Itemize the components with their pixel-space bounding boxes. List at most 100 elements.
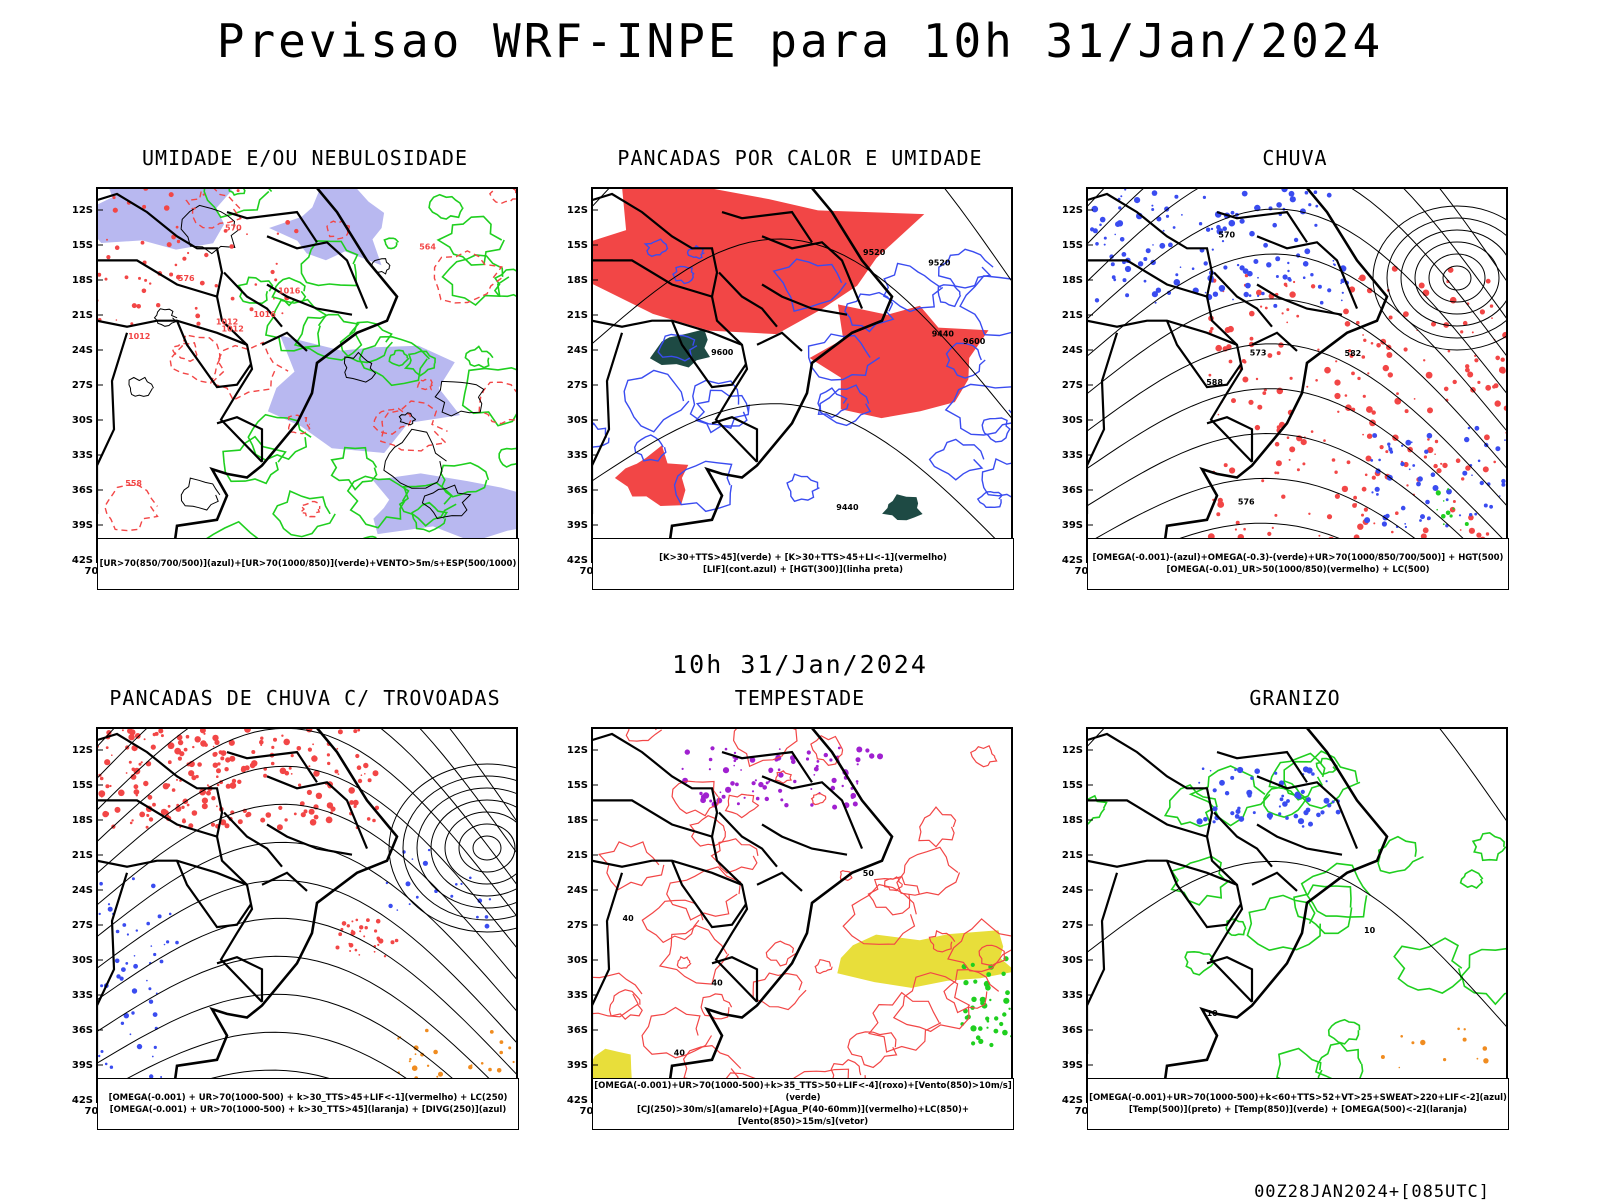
- lat-label: 21S: [1062, 310, 1083, 321]
- temp500-contour: [1087, 728, 1507, 1028]
- political-border: [1165, 860, 1242, 929]
- contour-label: 9440: [836, 503, 859, 512]
- lat-label: 15S: [72, 240, 93, 251]
- political-border: [97, 799, 263, 1003]
- contour-label: 9440: [932, 329, 955, 338]
- storm-cells: [335, 918, 399, 958]
- lat-label: 30S: [72, 415, 93, 426]
- height-contour: [592, 188, 1012, 557]
- lat-label: 36S: [1062, 485, 1083, 496]
- political-border: [175, 320, 252, 389]
- contour-label: 582: [1345, 349, 1362, 358]
- political-border: [266, 823, 353, 856]
- map-panel-3: CHUVA 588 582 576 570 573 12S 15S 18S 21S 24S 27S 30…: [1055, 146, 1535, 628]
- high-pressure-gyre: [388, 763, 517, 933]
- contour-label: 1012: [222, 324, 244, 333]
- lat-label: 18S: [567, 275, 588, 286]
- lat-label: 15S: [567, 780, 588, 791]
- political-border: [1216, 210, 1308, 243]
- lat-label: 24S: [1062, 345, 1083, 356]
- political-border: [1251, 331, 1298, 352]
- political-border: [1087, 319, 1238, 346]
- lat-label: 36S: [72, 485, 93, 496]
- political-border: [1216, 750, 1308, 783]
- lat-label: 21S: [72, 310, 93, 321]
- lat-label: 27S: [72, 380, 93, 391]
- lat-label: 24S: [567, 345, 588, 356]
- map-plot: 1012101210121016101657657056455812S15S18…: [72, 187, 518, 576]
- lat-label: 42S: [567, 555, 588, 566]
- instability-area: [649, 329, 710, 368]
- lat-label: 30S: [1062, 415, 1083, 426]
- political-border: [761, 775, 864, 850]
- map-panel-1: UMIDADE E/OU NEBULOSIDADE 1012 1012 1012 101…: [65, 146, 545, 628]
- panel-title: CHUVA: [1262, 146, 1328, 170]
- contour-label: 1016: [254, 310, 277, 319]
- political-border: [175, 860, 252, 929]
- map-frame: [591, 727, 1013, 1103]
- pressure-contour: [128, 204, 485, 520]
- panel-legend: [OMEGA(-0.001)+UR>70(1000-500)+k>35_TTS>…: [592, 1078, 1014, 1130]
- lat-label: 33S: [1062, 450, 1083, 461]
- lat-label: 39S: [567, 520, 588, 531]
- lat-label: 12S: [567, 205, 588, 216]
- divergence-cells: [385, 848, 492, 929]
- political-border: [711, 956, 759, 1002]
- instability-area: [809, 304, 989, 419]
- map-plot: 40 40 50 40 12S 15S 18S 21S 24S 27S 30S 33S 36S 39S 42…: [567, 727, 1013, 1116]
- lat-label: 36S: [1062, 1025, 1083, 1036]
- contour-label: 40: [674, 1048, 686, 1057]
- political-border: [97, 259, 263, 463]
- panel-title: TEMPESTADE: [734, 686, 866, 710]
- map-plot: 9600 9600 9520 9520 9440 9440 12S 15S 18S 21S 24S 2…: [567, 187, 1013, 576]
- political-border: [223, 271, 283, 328]
- political-border: [266, 775, 369, 850]
- contour-label: 10: [1364, 926, 1376, 935]
- legend-line: [OMEGA(-0.001)+UR>70(1000-500)+k<60+TTS>…: [1089, 1093, 1507, 1103]
- contour-label: 576: [1238, 498, 1255, 507]
- coastline: [640, 728, 894, 1102]
- legend-line: [OMEGA(-0.001)-(azul)+OMEGA(-0.3)-(verde…: [1092, 553, 1504, 563]
- political-border: [592, 192, 719, 297]
- lat-label: 18S: [72, 275, 93, 286]
- height-contour: [1087, 188, 1507, 562]
- coastline: [145, 728, 399, 1102]
- lat-label: 12S: [1062, 205, 1083, 216]
- political-border: [97, 859, 248, 886]
- political-border: [1087, 259, 1253, 463]
- lat-label: 33S: [72, 990, 93, 1001]
- lat-label: 24S: [567, 885, 588, 896]
- contour-label: 40: [712, 979, 724, 988]
- contour-label: 40: [623, 914, 635, 923]
- political-border: [1087, 872, 1119, 1060]
- lat-label: 15S: [1062, 780, 1083, 791]
- political-border: [592, 859, 743, 886]
- forecast-date-label: 10h 31/Jan/2024: [672, 650, 928, 679]
- lat-label: 18S: [567, 815, 588, 826]
- lat-label: 42S: [72, 555, 93, 566]
- panel-legend: [UR>70(850/700/500)](azul)+[UR>70(1000/8…: [97, 538, 519, 590]
- political-border: [718, 811, 778, 868]
- legend-line: [CJ(250)>30m/s](amarelo)+[Agua_P(40-60mm…: [636, 1105, 970, 1127]
- run-timestamp: 00Z28JAN2024+[085UTC]: [1254, 1182, 1490, 1202]
- political-border: [226, 750, 318, 783]
- lat-label: 24S: [1062, 885, 1083, 896]
- contour-label: 1016: [278, 286, 301, 295]
- lif-contour: [592, 238, 1012, 513]
- political-border: [1087, 332, 1119, 520]
- political-border: [592, 332, 624, 520]
- political-border: [711, 416, 759, 462]
- panel-legend: [OMEGA(-0.001) + UR>70(1000-500) + k>30_…: [97, 1078, 519, 1130]
- lat-label: 27S: [567, 380, 588, 391]
- panel-title: PANCADAS POR CALOR E UMIDADE: [617, 146, 983, 170]
- main-title: Previsao WRF-INPE para 10h 31/Jan/2024: [216, 14, 1384, 68]
- political-border: [1165, 320, 1242, 389]
- lat-label: 33S: [567, 450, 588, 461]
- map-panel-6: GRANIZO 10 10 12S 15S 18S 21S 24S 27S 30S 33S 36S 39…: [1055, 686, 1535, 1168]
- coastline: [640, 188, 894, 562]
- political-border: [670, 320, 747, 389]
- lat-label: 21S: [1062, 850, 1083, 861]
- political-border: [1256, 283, 1343, 316]
- political-border: [1206, 956, 1254, 1002]
- political-border: [1213, 271, 1273, 328]
